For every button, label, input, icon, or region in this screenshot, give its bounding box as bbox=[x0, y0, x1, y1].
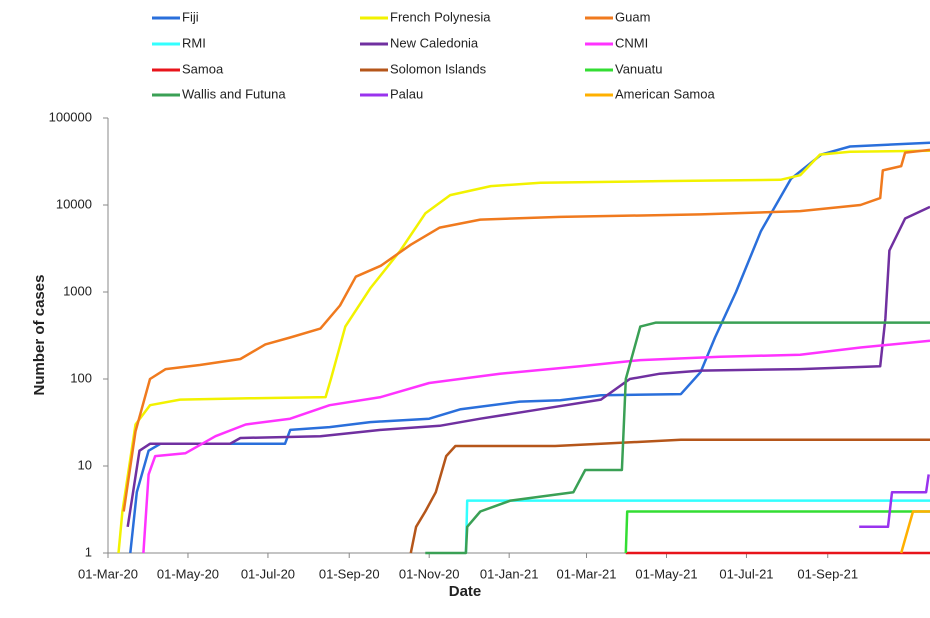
line bbox=[126, 205, 930, 527]
y-tick-label: 10 bbox=[78, 457, 92, 472]
line bbox=[142, 339, 930, 554]
y-tick-label: 100 bbox=[70, 370, 92, 385]
line bbox=[409, 438, 930, 554]
legend-label: Vanuatu bbox=[615, 61, 662, 76]
x-tick-label: 01-Mar-21 bbox=[557, 566, 617, 581]
x-tick-label: 01-Jan-21 bbox=[480, 566, 539, 581]
x-tick-label: 01-Jul-21 bbox=[719, 566, 773, 581]
y-axis-title: Number of cases bbox=[31, 275, 48, 396]
x-tick-label: 01-Mar-20 bbox=[78, 566, 138, 581]
y-tick-label: 1000 bbox=[63, 283, 92, 298]
y-tick-label: 10000 bbox=[56, 196, 92, 211]
y-tick-label: 100000 bbox=[49, 109, 92, 124]
x-tick-label: 01-May-21 bbox=[635, 566, 697, 581]
legend-label: Fiji bbox=[182, 9, 199, 24]
legend-label: Wallis and Futuna bbox=[182, 86, 286, 101]
y-tick-label: 1 bbox=[85, 544, 92, 559]
x-tick-label: 01-Sep-21 bbox=[797, 566, 858, 581]
legend-label: Guam bbox=[615, 9, 650, 24]
legend-label: RMI bbox=[182, 35, 206, 50]
x-tick-label: 01-Jul-20 bbox=[241, 566, 295, 581]
line bbox=[129, 141, 930, 554]
line bbox=[899, 510, 930, 554]
line bbox=[122, 148, 930, 512]
legend-label: Samoa bbox=[182, 61, 224, 76]
legend-label: New Caledonia bbox=[390, 35, 479, 50]
x-axis-title: Date bbox=[449, 583, 482, 600]
x-tick-label: 01-May-20 bbox=[157, 566, 219, 581]
line bbox=[624, 510, 930, 554]
legend-label: French Polynesia bbox=[390, 9, 491, 24]
x-tick-label: 01-Sep-20 bbox=[319, 566, 380, 581]
x-tick-label: 01-Nov-20 bbox=[399, 566, 460, 581]
line bbox=[425, 321, 930, 555]
legend-label: Solomon Islands bbox=[390, 61, 487, 76]
legend-label: CNMI bbox=[615, 35, 648, 50]
legend-label: American Samoa bbox=[615, 86, 715, 101]
legend-label: Palau bbox=[390, 86, 423, 101]
line bbox=[859, 474, 930, 529]
